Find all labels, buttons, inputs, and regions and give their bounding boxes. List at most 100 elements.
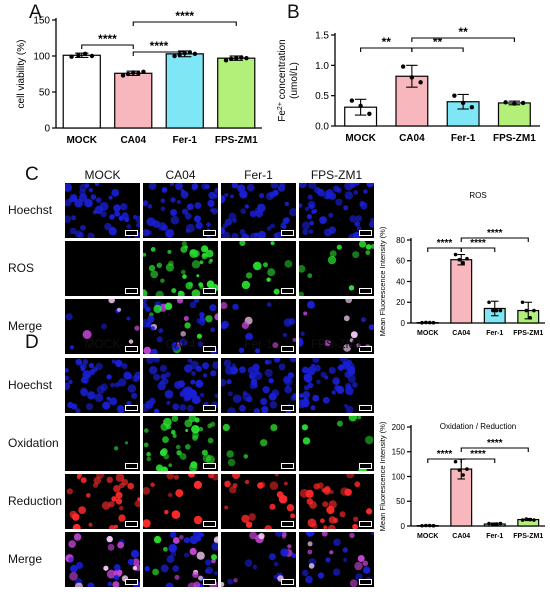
cell: [292, 337, 296, 342]
column-header-fer-1: Fer-1: [244, 168, 273, 182]
cell: [71, 215, 77, 221]
cell: [307, 273, 313, 279]
cell: [263, 262, 268, 268]
micrograph-oxidation-fer-1: [221, 416, 296, 471]
x-tick-label: FPS-ZM1: [513, 533, 543, 540]
cell: [360, 202, 368, 210]
cell: [362, 560, 369, 567]
cell: [156, 336, 163, 343]
cell: [246, 396, 253, 403]
cell: [333, 538, 341, 547]
bar-fer-1: [165, 53, 204, 129]
micrograph-reduction-mock: [65, 474, 140, 529]
micrograph-oxidation-mock: [65, 416, 140, 471]
micrograph-hoechst-fps-zm1: [299, 183, 374, 238]
bar-fps-zm1: [217, 57, 256, 129]
x-tick-label: FPS-ZM1: [493, 133, 536, 144]
cell: [87, 582, 95, 587]
data-point: [520, 518, 525, 522]
cell: [328, 516, 337, 524]
cell: [213, 571, 218, 576]
cell: [180, 331, 186, 337]
cell: [350, 331, 358, 339]
data-point: [400, 64, 406, 69]
cell: [241, 280, 251, 290]
cell: [143, 200, 149, 206]
y-axis-label: cell viability (%): [16, 40, 27, 109]
significance-label: ****: [487, 228, 503, 239]
cell: [369, 221, 374, 228]
y-tick-label: 100: [392, 472, 406, 481]
cell: [207, 437, 214, 444]
bar-fps-zm1: [497, 102, 531, 127]
micrograph-ros-fps-zm1: [299, 241, 374, 296]
scale-bar: [125, 230, 138, 236]
y-tick-label: 1.5: [315, 31, 329, 42]
cell: [184, 212, 192, 220]
data-point: [528, 517, 532, 522]
cell: [307, 518, 317, 528]
cell: [198, 426, 204, 432]
cell: [181, 269, 186, 275]
cell: [210, 370, 217, 377]
cell: [324, 339, 331, 347]
data-point: [520, 300, 525, 305]
cell: [249, 210, 257, 218]
cell: [111, 496, 117, 502]
y-axis-label-unit: (umol/L): [289, 62, 300, 99]
cell: [66, 488, 73, 495]
cell: [172, 403, 180, 411]
micrograph-merge-fer-1: [221, 532, 296, 587]
cell: [282, 224, 287, 230]
scale-bar: [281, 405, 294, 411]
scale-bar: [203, 405, 216, 411]
cell: [132, 374, 140, 382]
cell: [191, 371, 196, 376]
cell: [205, 569, 210, 574]
bar-mock: [62, 54, 101, 129]
x-tick-label: Fer-1: [451, 133, 476, 144]
cell: [307, 194, 313, 200]
cell: [65, 368, 69, 373]
cell: [70, 564, 78, 573]
column-header-fps-zm1: FPS-ZM1: [310, 337, 363, 351]
cell: [179, 338, 188, 347]
cell: [305, 575, 313, 584]
cell: [343, 315, 350, 322]
micrograph-ros-fer-1-cells: [239, 241, 293, 295]
cell: [339, 511, 346, 518]
row-label-ros: ROS: [8, 260, 35, 275]
cell: [186, 404, 194, 412]
cell: [213, 536, 218, 544]
cell: [301, 221, 311, 230]
cell: [65, 313, 73, 321]
cell: [352, 251, 360, 259]
data-point: [494, 522, 499, 526]
cell: [164, 509, 169, 515]
cell: [365, 435, 374, 445]
cell: [239, 366, 246, 374]
data-point: [487, 521, 491, 526]
cell: [258, 234, 264, 238]
cell: [82, 370, 92, 379]
cell: [169, 183, 175, 187]
x-tick-label: FPS-ZM1: [215, 135, 258, 146]
cell: [343, 557, 348, 562]
cell: [166, 555, 175, 563]
scale-bar: [125, 288, 138, 294]
cell: [175, 183, 183, 191]
cell: [80, 224, 86, 231]
cell: [77, 232, 84, 238]
cell: [299, 203, 303, 208]
cell: [194, 417, 200, 423]
cell: [175, 444, 181, 450]
cell: [106, 569, 116, 579]
cell: [134, 325, 140, 331]
scale-bar: [359, 463, 372, 469]
cell: [182, 274, 187, 279]
cell: [166, 424, 171, 430]
x-tick-label: Fer-1: [173, 135, 198, 146]
cell: [183, 537, 190, 544]
cell: [246, 183, 255, 192]
cell: [348, 233, 357, 238]
